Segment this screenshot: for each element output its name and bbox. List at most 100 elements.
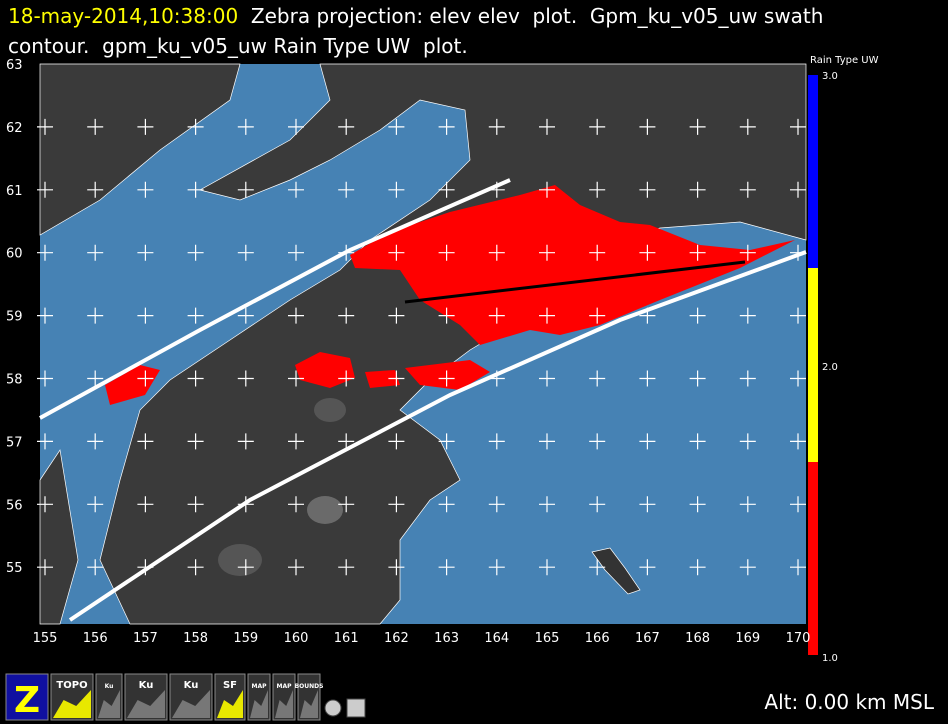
toolbar-icon[interactable]: Ku: [169, 673, 213, 721]
grid-cross: [689, 307, 706, 324]
grid-cross: [288, 244, 304, 261]
icon-art: [127, 690, 165, 718]
grid-cross: [589, 307, 606, 324]
grid-cross: [539, 181, 555, 198]
grid-cross: [689, 181, 706, 198]
lon-label: 155: [33, 631, 58, 646]
toolbar-icon[interactable]: MAP: [272, 673, 296, 721]
grid-cross: [539, 370, 555, 387]
lat-label: 61: [6, 184, 23, 199]
grid-cross: [689, 433, 706, 450]
toolbar-icon[interactable]: SF: [214, 673, 246, 721]
island: [591, 547, 641, 595]
grid-cross: [488, 370, 505, 387]
icon-label: Ku: [105, 683, 114, 690]
toolbar-icon[interactable]: BOUNDS: [295, 673, 324, 721]
grid-cross: [790, 244, 806, 261]
grid-cross: [137, 496, 154, 513]
grid-cross: [639, 559, 656, 576]
grid-cross: [288, 181, 304, 198]
grid-cross: [739, 559, 756, 576]
grid-cross: [187, 244, 204, 261]
swath-edge: [39, 178, 511, 420]
lon-label: 159: [233, 631, 258, 646]
icon-frame: [5, 673, 49, 721]
grid-cross: [539, 307, 555, 324]
grid-cross: [87, 496, 104, 513]
lon-label: 165: [535, 631, 560, 646]
toolbar-icon[interactable]: MAP: [247, 673, 271, 721]
lat-label: 60: [6, 247, 23, 262]
cross-section-line: [404, 260, 746, 304]
toolbar-icon[interactable]: Ku: [124, 673, 168, 721]
toolbar-icon[interactable]: TOPO: [50, 673, 94, 721]
lon-label: 160: [284, 631, 309, 646]
grid-cross: [689, 118, 706, 135]
terrain-high: [314, 398, 346, 422]
grid-cross: [137, 370, 154, 387]
colorbar-title: Rain Type UW: [810, 55, 879, 66]
lat-label: 62: [6, 121, 23, 136]
grid-cross: [137, 118, 154, 135]
grid-cross: [790, 118, 806, 135]
grid-cross: [689, 496, 706, 513]
toolbar-icon[interactable]: Z: [5, 673, 49, 721]
grid-cross: [488, 244, 505, 261]
grid-cross: [438, 181, 455, 198]
toolbar-icon[interactable]: Ku: [95, 673, 123, 721]
icon-label: Ku: [139, 680, 154, 691]
grid-cross: [790, 307, 806, 324]
lon-label: 156: [83, 631, 108, 646]
lat-label: 58: [6, 373, 23, 388]
grid-cross: [388, 433, 405, 450]
grid-cross: [739, 181, 756, 198]
zoom-button[interactable]: [324, 699, 342, 717]
grid-cross: [37, 433, 53, 450]
grid-cross: [37, 181, 53, 198]
icon-label: TOPO: [56, 680, 87, 691]
grid-cross: [589, 559, 606, 576]
grid-cross: [639, 433, 656, 450]
grid-cross: [237, 496, 254, 513]
title-line-2: contour. gpm_ku_v05_uw Rain Type UW plot…: [8, 34, 468, 58]
grid-cross: [739, 496, 756, 513]
lon-label: 166: [585, 631, 610, 646]
grid-cross: [539, 433, 555, 450]
grid-cross: [689, 559, 706, 576]
icon-label: BOUNDS: [295, 683, 324, 690]
rain-area: [350, 185, 795, 345]
lon-label: 163: [434, 631, 459, 646]
grid-cross: [37, 370, 53, 387]
grid-cross: [689, 370, 706, 387]
grid-cross: [288, 118, 304, 135]
colorbar-label: 1.0: [822, 653, 838, 664]
swath-edge: [68, 250, 807, 622]
title-text: Zebra projection: elev elev plot. Gpm_ku…: [250, 4, 824, 28]
icon-label: Z: [14, 680, 40, 721]
grid-cross: [137, 559, 154, 576]
lat-label: 63: [6, 58, 23, 73]
grid-cross: [539, 496, 555, 513]
grid-cross: [237, 118, 254, 135]
grid-cross: [237, 244, 254, 261]
grid-cross: [338, 244, 355, 261]
grid-cross: [187, 433, 204, 450]
lon-label: 161: [334, 631, 359, 646]
lon-label: 164: [484, 631, 509, 646]
grid-cross: [639, 244, 656, 261]
grid-cross: [488, 118, 505, 135]
icon-art: [250, 690, 268, 718]
grid-cross: [438, 433, 455, 450]
grid-cross: [288, 559, 304, 576]
lat-label: 59: [6, 310, 23, 325]
grid-cross: [37, 307, 53, 324]
grid-cross: [589, 118, 606, 135]
land: [39, 63, 241, 236]
grid-button[interactable]: [346, 698, 366, 718]
rain-area: [105, 365, 160, 405]
grid-cross: [488, 181, 505, 198]
lat-label: 56: [6, 498, 23, 513]
grid-cross: [137, 244, 154, 261]
